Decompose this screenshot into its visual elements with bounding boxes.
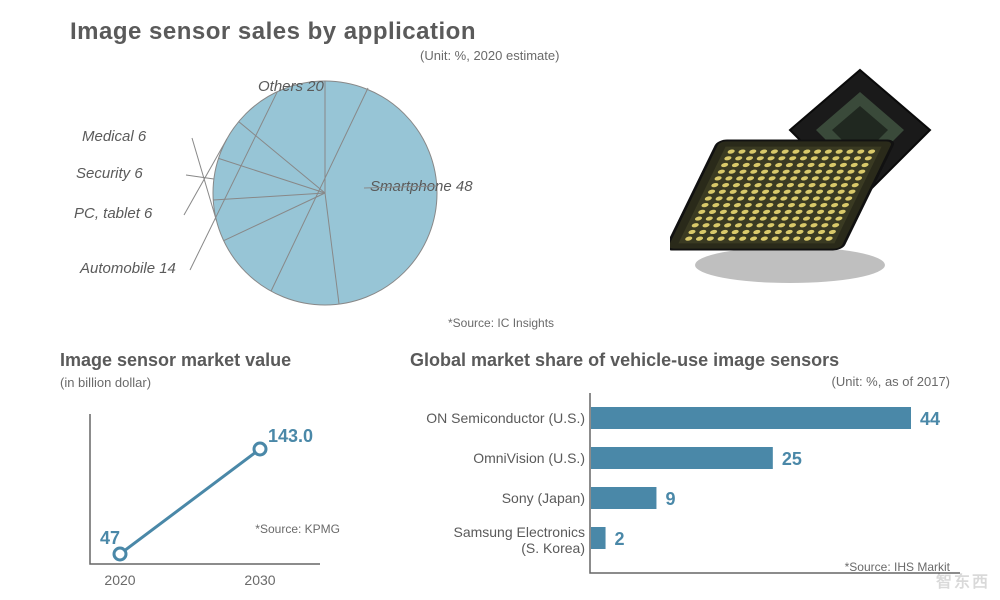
bar-chart: Global market share of vehicle-use image… — [410, 350, 970, 580]
pie-slice-label: Security 6 — [76, 165, 143, 182]
line-x-tick: 2020 — [104, 572, 135, 588]
line-value-label: 47 — [100, 528, 120, 548]
pie-slice-label: Smartphone 48 — [370, 178, 473, 195]
bar-label: Sony (Japan) — [502, 490, 585, 506]
bar-label: ON Semiconductor (U.S.) — [426, 410, 585, 426]
bar — [591, 527, 606, 549]
bar-title: Global market share of vehicle-use image… — [410, 350, 970, 371]
pie-unit: (Unit: %, 2020 estimate) — [420, 48, 559, 63]
bar-source: *Source: IHS Markit — [845, 560, 950, 574]
line-chart: Image sensor market value (in billion do… — [60, 350, 370, 580]
line-x-tick: 2030 — [244, 572, 275, 588]
line-unit: (in billion dollar) — [60, 375, 370, 390]
svg-text:Samsung Electronics: Samsung Electronics — [453, 524, 585, 540]
pie-slice-label: Others 20 — [258, 78, 324, 95]
pie-slice-label: Medical 6 — [82, 128, 146, 145]
bar-unit: (Unit: %, as of 2017) — [832, 374, 951, 389]
watermark: 智东西 — [936, 568, 990, 592]
pie-source: *Source: IC Insights — [448, 316, 554, 330]
sensor-chip-image — [670, 60, 970, 290]
pie-title: Image sensor sales by application — [70, 18, 476, 46]
bar-label: OmniVision (U.S.) — [473, 450, 585, 466]
line-value-label: 143.0 — [268, 426, 313, 446]
bar — [591, 447, 773, 469]
line-source: *Source: KPMG — [255, 522, 340, 536]
bar — [591, 407, 911, 429]
bar-value: 44 — [920, 409, 940, 429]
bar — [591, 487, 656, 509]
bar-value: 2 — [615, 529, 625, 549]
bar-value: 25 — [782, 449, 802, 469]
pie-slice-label: Automobile 14 — [80, 260, 176, 277]
svg-text:(S. Korea): (S. Korea) — [521, 540, 585, 556]
bar-value: 9 — [665, 489, 675, 509]
pie-slice-label: PC, tablet 6 — [74, 205, 152, 222]
line-title: Image sensor market value — [60, 350, 370, 371]
